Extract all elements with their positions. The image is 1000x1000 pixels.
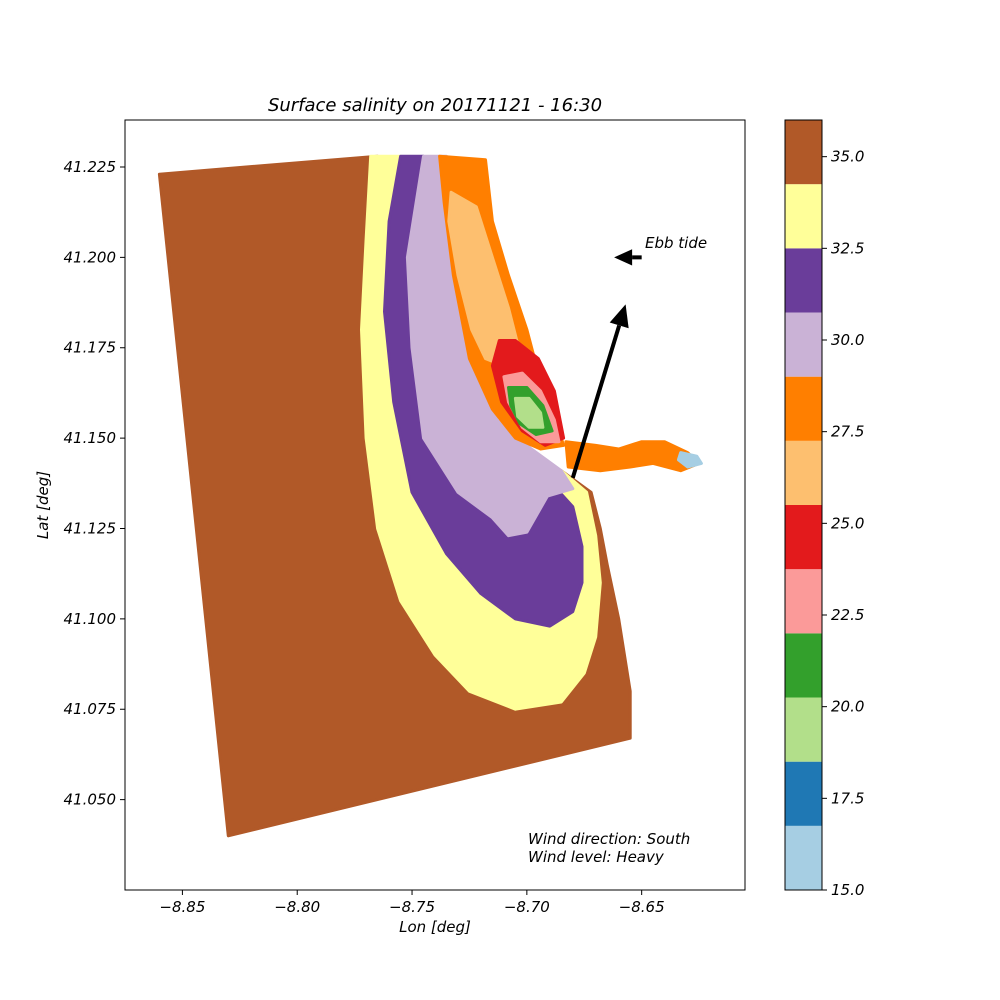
x-tick-label: −8.75 [389,898,435,916]
salinity-zone-11 [676,451,703,469]
wind-arrow-shaft [570,324,622,479]
chart-title: Surface salinity on 20171121 - 16:30 [268,95,602,116]
colorbar-band [785,761,822,826]
colorbar-band [785,569,822,634]
colorbar-tick-label: 32.5 [831,239,864,257]
colorbar: 15.0 17.5 20.0 22.5 25.0 27.5 30.0 32.5 35.0 [784,119,864,899]
wind-arrow-head [609,304,629,329]
plot-frame [124,119,746,891]
colorbar-band [785,120,822,185]
plot-area [124,119,746,891]
colorbar-band [785,248,822,313]
colorbar-tick-label: 25.0 [831,514,864,532]
wind-direction-label: Wind direction: South [528,830,690,848]
salinity-zone-9 [513,396,545,429]
annotation-arrows [570,249,642,479]
colorbar-tick-label: 22.5 [831,606,864,624]
colorbar-band [785,825,822,890]
y-axis: 41.050 41.075 41.100 41.125 41.150 41.175 41.2… [64,158,125,809]
y-tick-label: 41.075 [64,700,117,718]
wind-level-label: Wind level: Heavy [528,848,665,866]
tide-label: Ebb tide [645,234,707,252]
tide-arrow [614,249,642,266]
colorbar-tick-label: 20.0 [831,698,864,716]
colorbar-band [785,697,822,762]
colorbar-band [785,505,822,570]
y-tick-label: 41.050 [64,791,117,809]
colorbar-tick-label: 27.5 [831,423,864,441]
colorbar-tick-label: 35.0 [831,148,864,166]
colorbar-tick-label: 15.0 [831,881,864,899]
wind-arrow [570,304,629,479]
colorbar-band [785,376,822,441]
x-tick-label: −8.65 [619,898,665,916]
y-tick-label: 41.150 [64,429,117,447]
y-tick-label: 41.200 [64,248,117,266]
colorbar-bands [785,120,822,890]
x-tick-label: −8.80 [274,898,320,916]
colorbar-tick-label: 30.0 [831,331,864,349]
y-axis-label: Lat [deg] [34,471,52,539]
x-axis: −8.85 −8.80 −8.75 −8.70 −8.65 [159,890,665,916]
x-tick-label: −8.85 [159,898,205,916]
tide-arrow-head [614,249,633,266]
y-tick-label: 41.225 [64,158,117,176]
colorbar-band [785,184,822,249]
x-tick-label: −8.70 [504,898,550,916]
y-tick-label: 41.125 [64,519,117,537]
y-tick-label: 41.175 [64,339,117,357]
colorbar-ticks: 15.0 17.5 20.0 22.5 25.0 27.5 30.0 32.5 35.0 [822,148,864,899]
salinity-zones [157,154,703,838]
colorbar-band [785,440,822,505]
x-axis-label: Lon [deg] [399,918,471,936]
colorbar-frame [784,119,823,891]
colorbar-band [785,633,822,698]
colorbar-tick-label: 17.5 [831,789,864,807]
colorbar-band [785,312,822,377]
y-tick-label: 41.100 [64,610,117,628]
